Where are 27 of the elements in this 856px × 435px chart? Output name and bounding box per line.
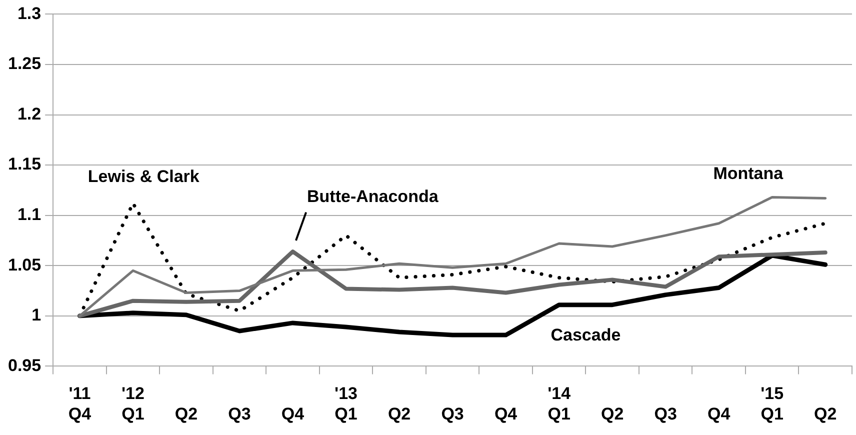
y-tick-label: 1.2 xyxy=(17,104,42,124)
y-tick-label: 1.3 xyxy=(17,4,42,23)
x-tick-label: Q4 xyxy=(494,404,518,424)
x-tick-label: '11 Q4 xyxy=(68,384,92,424)
x-tick-label: Q4 xyxy=(708,404,731,424)
text: Butte-Anaconda xyxy=(307,186,439,206)
series-label: Cascade xyxy=(550,326,621,345)
x-tick-label: '13 Q1 xyxy=(334,384,358,424)
x-tick-label: Q4 xyxy=(281,404,305,424)
y-tick-label: 1 xyxy=(32,306,42,325)
x-tick-label: '15 Q1 xyxy=(760,384,784,424)
x-tick-label: Q2 xyxy=(814,404,837,424)
x-tick-label: Q2 xyxy=(174,404,198,424)
y-tick-label: 0.95 xyxy=(8,356,42,375)
y-tick-label: 1.15 xyxy=(8,154,42,174)
x-tick-label: Q2 xyxy=(388,404,411,424)
x-tick-label: '12 Q1 xyxy=(122,384,144,424)
series-label: Montana xyxy=(713,164,784,183)
y-tick-label: 1.05 xyxy=(8,255,42,274)
y-tick-label: 1.1 xyxy=(17,205,42,224)
x-tick-label: Q3 xyxy=(441,404,464,424)
x-tick-label: '14 Q1 xyxy=(548,384,572,424)
x-tick-label: Q3 xyxy=(228,404,251,424)
y-tick-label: 1.25 xyxy=(8,54,42,74)
x-tick-label: Q3 xyxy=(654,404,677,424)
x-tick-label: Q2 xyxy=(600,404,624,424)
series-label: Lewis & Clark xyxy=(88,166,200,186)
